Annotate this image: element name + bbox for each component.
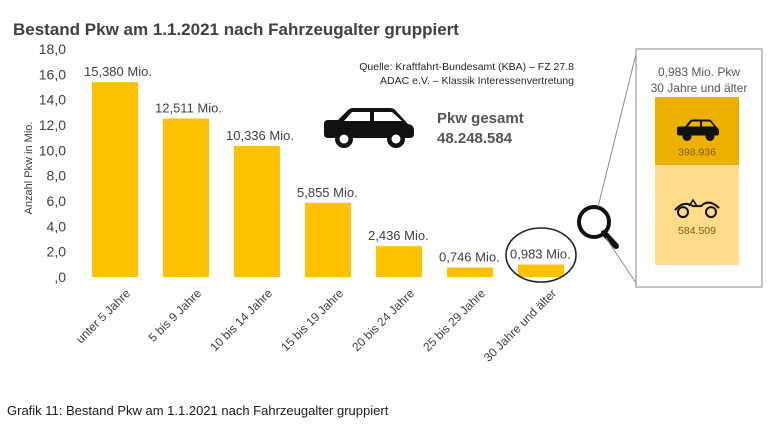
category-label: unter 5 Jahre <box>73 286 133 346</box>
connector-line-bottom <box>605 237 637 284</box>
modern-car-icon <box>677 119 719 141</box>
total-label: Pkw gesamt <box>437 110 524 127</box>
data-label: 0,746 Mio. <box>439 250 500 265</box>
inset-title-line-1: 0,983 Mio. Pkw <box>658 65 740 79</box>
bar <box>376 246 422 277</box>
y-tick-label: 6,0 <box>47 193 67 209</box>
data-label: 10,336 Mio. <box>226 128 294 143</box>
source-line-1: Quelle: Kraftfahrt-Bundesamt (KBA) – FZ … <box>359 61 574 73</box>
inset-segment-label: 584.509 <box>678 225 716 237</box>
inset-segment-label: 398.936 <box>678 146 716 158</box>
data-label: 0,983 Mio. <box>510 247 571 262</box>
bar <box>518 264 564 277</box>
inset-title-line-2: 30 Jahre und älter <box>651 81 748 95</box>
source-line-2: ADAC e.V. – Klassik Interessenvertretung <box>380 75 574 87</box>
category-label: 30 Jahre und älter <box>481 286 559 364</box>
y-tick-label: 4,0 <box>47 218 67 234</box>
category-label: 20 bis 24 Jahre <box>349 286 417 354</box>
bar <box>447 267 493 277</box>
category-label: 5 bis 9 Jahre <box>146 286 205 345</box>
vintage-car-icon <box>674 198 720 219</box>
y-axis-label: Anzahl Pkw in Mio. <box>23 122 35 215</box>
category-labels: unter 5 Jahre 5 bis 9 Jahre 10 bis 14 Jahr… <box>73 286 559 365</box>
bars <box>92 82 564 277</box>
connector-line-top <box>597 53 637 208</box>
category-label: 10 bis 14 Jahre <box>207 286 275 354</box>
bar <box>92 82 138 277</box>
highlight-ellipse <box>505 227 577 283</box>
data-label: 2,436 Mio. <box>368 228 429 243</box>
magnifier-icon <box>577 205 619 249</box>
data-label: 5,855 Mio. <box>297 185 358 200</box>
y-tick-label: 10,0 <box>39 142 66 158</box>
y-axis-ticks: ,0 2,0 4,0 6,0 8,0 10,0 12,0 14,0 16,0 18,0 <box>39 41 66 285</box>
total-value: 48.248.584 <box>437 130 513 147</box>
bar <box>163 118 209 277</box>
inset-segment <box>655 165 739 265</box>
data-labels: 15,380 Mio. 12,511 Mio. 10,336 Mio. 5,855 M… <box>84 64 571 264</box>
y-tick-label: 8,0 <box>47 168 67 184</box>
car-icon <box>324 108 414 148</box>
category-label: 15 bis 19 Jahre <box>278 286 346 354</box>
inset-panel: 0,983 Mio. Pkw 30 Jahre und älter 398.93… <box>635 48 763 288</box>
bar <box>234 146 280 277</box>
y-tick-label: 16,0 <box>39 66 66 82</box>
category-label: 25 bis 29 Jahre <box>420 286 488 354</box>
bar-chart: Bestand Pkw am 1.1.2021 nach Fahrzeugalt… <box>13 20 763 365</box>
y-tick-label: 14,0 <box>39 92 66 108</box>
data-label: 12,511 Mio. <box>155 101 222 116</box>
y-tick-label: 18,0 <box>39 41 66 57</box>
figure-caption: Grafik 11: Bestand Pkw am 1.1.2021 nach … <box>7 403 389 418</box>
y-tick-label: ,0 <box>54 269 66 285</box>
bar <box>305 202 351 277</box>
data-label: 15,380 Mio. <box>84 64 152 79</box>
y-tick-label: 12,0 <box>39 117 66 133</box>
y-tick-label: 2,0 <box>47 244 67 260</box>
chart-title: Bestand Pkw am 1.1.2021 nach Fahrzeugalt… <box>13 20 459 39</box>
